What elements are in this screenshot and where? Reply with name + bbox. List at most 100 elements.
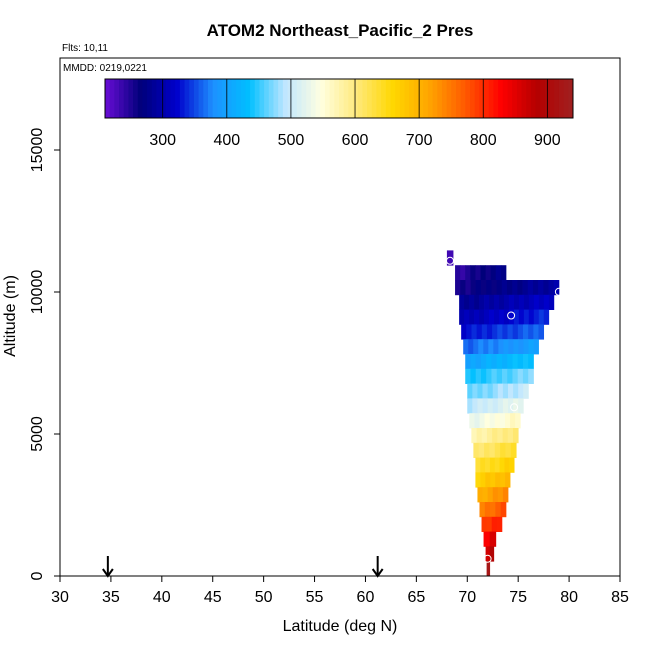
heatmap-cell — [483, 339, 489, 355]
flight-arrow — [371, 556, 384, 578]
heatmap-cell — [489, 442, 496, 458]
heatmap-cell — [488, 309, 495, 325]
heatmap-cell — [468, 339, 474, 355]
heatmap-cell — [476, 324, 483, 340]
heatmap-cell — [553, 280, 560, 296]
heatmap-cell — [497, 398, 504, 414]
colorbar-segment — [479, 79, 485, 118]
heatmap-cell — [480, 472, 486, 488]
heatmap-cell — [484, 294, 490, 310]
heatmap-cell — [494, 442, 501, 458]
heatmap-cell — [500, 265, 507, 281]
heatmap-cell — [475, 368, 482, 384]
heatmap-cell — [513, 294, 520, 310]
colorbar-segment — [535, 79, 541, 118]
heatmap-cell — [499, 413, 506, 429]
heatmap-cell — [484, 442, 490, 458]
heatmap-cell — [469, 294, 475, 310]
heatmap-cell — [483, 531, 491, 547]
heatmap-cell — [477, 487, 483, 503]
x-tick-label: 50 — [255, 589, 273, 606]
colorbar-segment — [175, 79, 181, 118]
heatmap-cell — [470, 368, 477, 384]
heatmap-cell — [510, 442, 517, 458]
heatmap-cell — [496, 516, 503, 532]
colorbar-segment — [268, 79, 274, 118]
heatmap-cell — [482, 383, 489, 399]
heatmap-cell — [486, 428, 493, 444]
colorbar-frame — [104, 78, 574, 119]
heatmap-cell — [487, 487, 494, 503]
heatmap-cell — [500, 502, 507, 518]
heatmap-cell — [528, 309, 535, 325]
colorbar-segment — [222, 79, 228, 118]
heatmap-cell — [474, 309, 480, 325]
heatmap-cell — [485, 457, 491, 473]
heatmap-cell — [481, 516, 488, 532]
sample-point — [510, 403, 519, 412]
heatmap-cell — [528, 339, 534, 355]
chart-title: ATOM2 Northeast_Pacific_2 Pres — [207, 21, 474, 40]
colorbar-tick-label: 400 — [213, 132, 240, 149]
colorbar-tick-label: 300 — [149, 132, 176, 149]
heatmap-cell — [489, 457, 496, 473]
heatmap-cell — [501, 354, 508, 370]
x-tick-label: 75 — [509, 589, 527, 606]
heatmap-cell — [512, 280, 518, 296]
heatmap-cell — [501, 280, 508, 296]
heatmap-cell — [502, 428, 509, 444]
x-tick-label: 60 — [357, 589, 375, 606]
colorbar-segment — [409, 79, 415, 118]
y-axis: 0 5000 10000 15000 — [29, 128, 60, 580]
heatmap-cell — [517, 280, 523, 296]
colorbar-segment — [423, 79, 429, 118]
heatmap-cell — [474, 413, 480, 429]
colorbar-segment — [306, 79, 312, 118]
heatmap-cell — [475, 354, 482, 370]
heatmap-cell — [505, 442, 512, 458]
heatmap-cell — [490, 502, 496, 518]
colorbar-segment — [301, 79, 307, 118]
heatmap-cell — [532, 280, 539, 296]
heatmap-cell — [496, 354, 503, 370]
colorbar-segment — [236, 79, 242, 118]
heatmap-cell — [533, 294, 540, 310]
heatmap-cell — [491, 280, 497, 296]
heatmap-cell — [502, 398, 509, 414]
colorbar-segment — [399, 79, 406, 118]
colorbar-segment — [114, 79, 120, 118]
heatmap-cell — [509, 457, 515, 473]
heatmap-cell — [513, 398, 519, 414]
colorbar-segment — [488, 79, 494, 118]
colorbar-tick-label: 800 — [470, 132, 497, 149]
heatmap-cell — [518, 339, 524, 355]
heatmap-cell — [503, 309, 510, 325]
colorbar-segment — [404, 79, 410, 118]
dates-label: MMDD: 0219,0221 — [63, 63, 147, 74]
heatmap-cell — [489, 546, 495, 562]
x-tick-label: 85 — [611, 589, 629, 606]
heatmap-cell — [492, 324, 498, 340]
colorbar-segment — [353, 79, 359, 118]
colorbar-segment — [456, 79, 462, 118]
heatmap-cell — [512, 354, 519, 370]
colorbar-segment — [530, 79, 537, 118]
colorbar-segment — [189, 79, 195, 118]
sample-point — [554, 287, 563, 296]
colorbar-segment — [348, 79, 354, 118]
heatmap-cell — [470, 280, 477, 296]
heatmap-cell — [523, 324, 529, 340]
heatmap-cell — [480, 354, 487, 370]
x-tick-label: 35 — [102, 589, 120, 606]
heatmap-cell — [489, 294, 495, 310]
colorbar-segment — [217, 79, 223, 118]
colorbar-segment — [502, 79, 508, 118]
colorbar-segment — [151, 79, 157, 118]
heatmap-cell — [543, 280, 549, 296]
colorbar-segment — [207, 79, 214, 118]
heatmap-cell — [528, 294, 535, 310]
heatmap-cell — [482, 487, 489, 503]
heatmap-cell — [502, 383, 509, 399]
heatmap-cell — [513, 383, 519, 399]
heatmap-cell — [492, 398, 499, 414]
